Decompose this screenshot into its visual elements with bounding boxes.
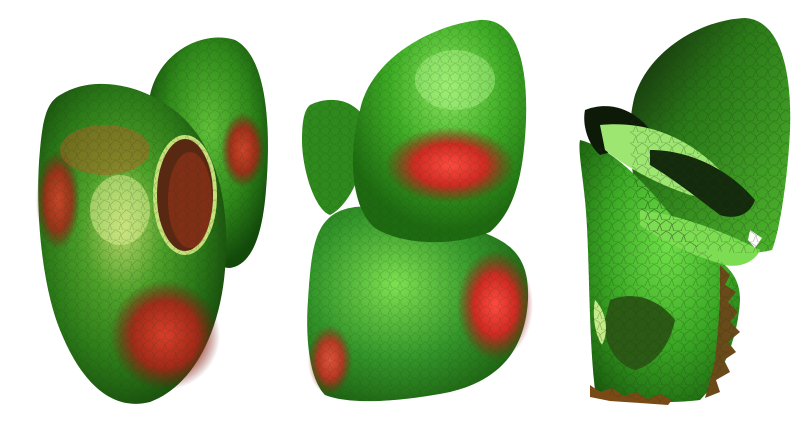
tube-surface-svg [36,37,268,404]
surface-render-tube [0,0,290,423]
lobed-surface-svg [302,19,533,402]
surface-render-torn [540,0,812,423]
surface-render-lobed [290,0,540,423]
torn-surface-svg [579,18,791,405]
